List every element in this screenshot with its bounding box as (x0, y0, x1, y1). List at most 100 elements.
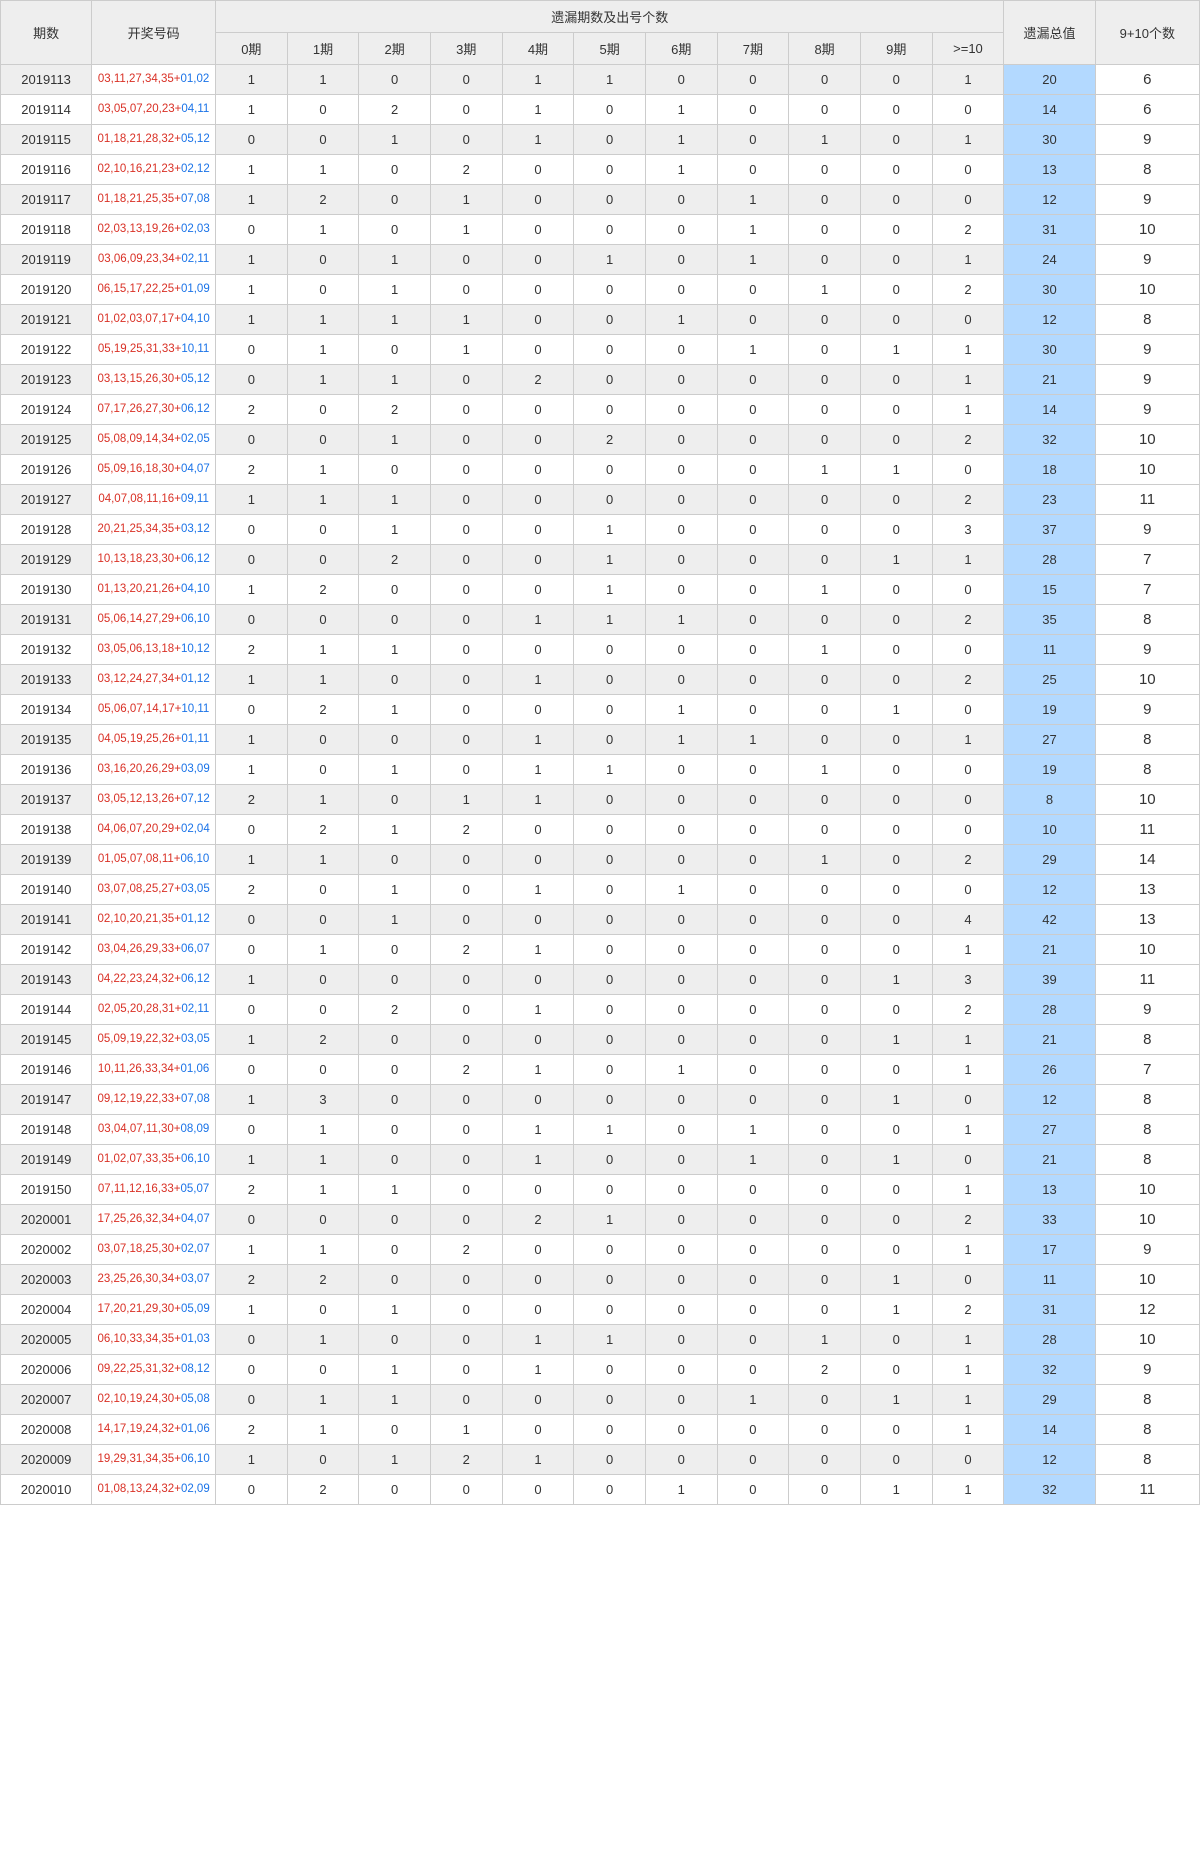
cell-miss: 2 (430, 1235, 502, 1265)
cell-miss: 0 (574, 365, 646, 395)
cell-miss: 1 (860, 1085, 932, 1115)
cell-miss: 0 (717, 455, 789, 485)
table-row: 201914901,02,07,33,35+06,101100100101021… (1, 1145, 1200, 1175)
cell-miss: 0 (502, 395, 574, 425)
plus-sign: + (174, 1213, 181, 1225)
cell-miss: 1 (287, 1145, 359, 1175)
cell-miss: 0 (860, 575, 932, 605)
blue-numbers: 08,12 (181, 1363, 210, 1375)
red-numbers: 05,06,07,14,17 (98, 703, 175, 715)
cell-miss: 0 (215, 1205, 287, 1235)
red-numbers: 17,20,21,29,30 (97, 1303, 174, 1315)
cell-miss: 1 (789, 275, 861, 305)
cell-miss: 1 (860, 545, 932, 575)
cell-count: 13 (1095, 875, 1199, 905)
cell-miss: 1 (717, 725, 789, 755)
cell-miss: 1 (645, 725, 717, 755)
cell-miss: 0 (860, 1415, 932, 1445)
plus-sign: + (174, 223, 181, 235)
table-row: 202000417,20,21,29,30+05,091010000001231… (1, 1295, 1200, 1325)
cell-miss: 0 (860, 485, 932, 515)
cell-miss: 1 (645, 155, 717, 185)
cell-miss: 1 (789, 125, 861, 155)
cell-miss: 0 (860, 185, 932, 215)
cell-numbers: 14,17,19,24,32+01,06 (92, 1415, 216, 1445)
header-miss-col: 6期 (645, 33, 717, 65)
cell-miss: 0 (215, 1325, 287, 1355)
cell-miss: 1 (645, 305, 717, 335)
cell-count: 10 (1095, 455, 1199, 485)
header-miss-col: 7期 (717, 33, 789, 65)
cell-miss: 0 (645, 395, 717, 425)
cell-miss: 0 (717, 95, 789, 125)
cell-miss: 1 (932, 1235, 1004, 1265)
cell-miss: 0 (430, 1145, 502, 1175)
cell-total: 20 (1004, 65, 1095, 95)
cell-miss: 0 (860, 905, 932, 935)
cell-miss: 1 (860, 1295, 932, 1325)
cell-miss: 0 (789, 1055, 861, 1085)
cell-miss: 0 (430, 1355, 502, 1385)
cell-miss: 0 (932, 635, 1004, 665)
cell-total: 28 (1004, 1325, 1095, 1355)
cell-miss: 2 (502, 1205, 574, 1235)
cell-miss: 0 (645, 995, 717, 1025)
cell-miss: 0 (789, 995, 861, 1025)
cell-miss: 0 (789, 875, 861, 905)
cell-period: 2019126 (1, 455, 92, 485)
blue-numbers: 06,10 (181, 613, 210, 625)
blue-numbers: 03,12 (181, 523, 210, 535)
cell-miss: 2 (215, 635, 287, 665)
plus-sign: + (174, 613, 181, 625)
table-row: 202000203,07,18,25,30+02,071102000000117… (1, 1235, 1200, 1265)
cell-count: 9 (1095, 635, 1199, 665)
plus-sign: + (174, 1363, 181, 1375)
cell-miss: 1 (932, 1385, 1004, 1415)
cell-miss: 1 (215, 485, 287, 515)
cell-miss: 0 (860, 995, 932, 1025)
cell-miss: 1 (717, 245, 789, 275)
cell-miss: 0 (359, 1115, 431, 1145)
blue-numbers: 02,04 (181, 823, 210, 835)
cell-miss: 1 (430, 185, 502, 215)
cell-miss: 0 (789, 1115, 861, 1145)
cell-miss: 0 (430, 605, 502, 635)
cell-total: 29 (1004, 845, 1095, 875)
cell-miss: 0 (860, 605, 932, 635)
cell-miss: 0 (215, 695, 287, 725)
cell-miss: 0 (430, 1295, 502, 1325)
cell-numbers: 01,02,03,07,17+04,10 (92, 305, 216, 335)
table-row: 201914709,12,19,22,33+07,081300000001012… (1, 1085, 1200, 1115)
cell-miss: 1 (717, 185, 789, 215)
cell-count: 9 (1095, 335, 1199, 365)
cell-miss: 1 (860, 1265, 932, 1295)
cell-miss: 0 (717, 1415, 789, 1445)
red-numbers: 03,04,07,11,30 (98, 1123, 174, 1135)
cell-count: 11 (1095, 1475, 1199, 1505)
cell-miss: 0 (789, 335, 861, 365)
blue-numbers: 10,11 (181, 343, 209, 355)
cell-miss: 0 (789, 1025, 861, 1055)
cell-miss: 1 (717, 1145, 789, 1175)
cell-miss: 0 (932, 575, 1004, 605)
plus-sign: + (174, 1303, 181, 1315)
cell-count: 7 (1095, 545, 1199, 575)
cell-miss: 1 (932, 1355, 1004, 1385)
cell-miss: 2 (932, 1295, 1004, 1325)
cell-miss: 1 (574, 605, 646, 635)
cell-miss: 0 (860, 215, 932, 245)
plus-sign: + (174, 523, 181, 535)
cell-miss: 1 (502, 725, 574, 755)
cell-count: 11 (1095, 815, 1199, 845)
cell-miss: 2 (215, 1415, 287, 1445)
cell-total: 26 (1004, 1055, 1095, 1085)
blue-numbers: 04,10 (181, 313, 210, 325)
cell-period: 2020009 (1, 1445, 92, 1475)
cell-miss: 1 (359, 695, 431, 725)
cell-miss: 0 (574, 965, 646, 995)
cell-miss: 1 (574, 755, 646, 785)
cell-numbers: 03,05,12,13,26+07,12 (92, 785, 216, 815)
cell-miss: 0 (645, 1115, 717, 1145)
cell-numbers: 03,11,27,34,35+01,02 (92, 65, 216, 95)
red-numbers: 05,19,25,31,33 (98, 343, 175, 355)
